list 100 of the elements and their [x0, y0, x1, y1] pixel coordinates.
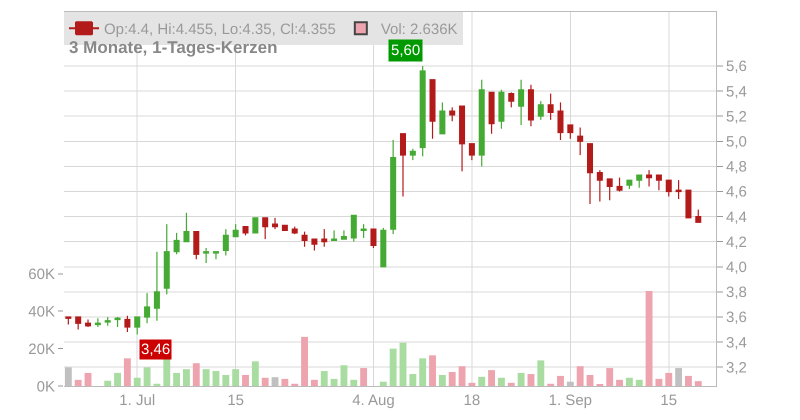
candlestick	[144, 292, 150, 324]
candlestick	[646, 170, 652, 188]
candlestick	[183, 212, 190, 242]
candlestick	[577, 126, 584, 156]
bar	[498, 378, 505, 386]
candlestick	[282, 224, 288, 231]
candlestick	[518, 79, 524, 126]
bar	[104, 380, 112, 386]
bar	[665, 372, 672, 386]
bar	[390, 348, 397, 386]
candlestick	[656, 174, 662, 191]
candlestick	[262, 217, 268, 240]
candlestick	[400, 133, 406, 198]
candlestick	[212, 251, 219, 260]
candlestick	[242, 226, 249, 236]
x-tick-label: 4. Aug	[352, 392, 395, 409]
bar	[684, 376, 692, 386]
bar	[192, 363, 200, 386]
y2-tick-label: 40K	[28, 303, 55, 320]
candlestick	[567, 124, 574, 140]
candlestick	[85, 318, 92, 328]
candlestick	[272, 217, 278, 230]
candlestick	[538, 100, 544, 121]
bar	[242, 374, 249, 386]
y2-tick-label: 20K	[28, 340, 55, 358]
candlestick	[616, 177, 623, 192]
candlestick	[685, 190, 692, 218]
candlestick	[360, 224, 367, 239]
bar	[350, 380, 358, 386]
bar	[222, 374, 230, 386]
bar	[557, 376, 564, 386]
y2-tick-label: 0K	[36, 378, 55, 396]
bar	[419, 358, 426, 386]
candlestick	[193, 231, 200, 260]
candlestick	[636, 174, 642, 188]
y-tick-label: 5,4	[726, 83, 747, 100]
bar	[636, 380, 643, 386]
bar	[626, 378, 633, 386]
bar	[360, 368, 368, 386]
bar	[114, 372, 121, 386]
bar	[262, 378, 269, 386]
x-tick-label: 15	[227, 392, 244, 409]
bar	[173, 372, 180, 386]
bar	[320, 371, 328, 386]
bar	[301, 336, 308, 386]
candlestick	[666, 180, 672, 198]
bar	[646, 291, 653, 386]
bar	[448, 372, 456, 386]
candlestick	[459, 106, 466, 172]
candlestick	[439, 102, 446, 134]
candlestick	[104, 316, 111, 326]
candlestick	[134, 316, 140, 336]
x-tick-label: 1. Jul	[119, 392, 156, 409]
y-tick-label: 4,4	[726, 208, 747, 226]
candlestick	[222, 228, 229, 256]
bar	[330, 378, 338, 386]
candlestick	[420, 65, 426, 157]
y-tick-label: 5,0	[726, 134, 747, 151]
y-tick-label: 3,6	[726, 309, 747, 326]
candlestick	[65, 316, 72, 326]
bar	[212, 371, 220, 386]
bar	[400, 342, 406, 386]
candlestick	[331, 230, 338, 242]
candlestick	[676, 180, 682, 200]
bar	[144, 367, 151, 386]
candlestick	[695, 209, 702, 224]
candlestick	[606, 178, 613, 201]
candlestick	[478, 79, 485, 167]
bar	[458, 366, 466, 386]
candlestick	[370, 228, 376, 249]
candlestick	[380, 227, 386, 268]
y-tick-label: 4,8	[726, 158, 747, 176]
bar	[281, 378, 288, 386]
bar	[586, 374, 594, 386]
bar	[340, 365, 348, 386]
y-tick-label: 5,6	[726, 58, 747, 76]
bar	[478, 376, 486, 386]
y-tick-label: 3,2	[726, 359, 747, 376]
candlestick	[164, 224, 170, 295]
bar	[438, 374, 446, 386]
bar	[134, 378, 141, 386]
bar	[537, 360, 544, 386]
candlestick	[430, 79, 436, 140]
candlestick	[75, 316, 82, 330]
annotation: 5,60	[391, 42, 420, 59]
candlestick	[498, 89, 504, 130]
bar	[528, 374, 534, 386]
bar	[232, 369, 240, 386]
x-tick-label: 15	[660, 392, 678, 409]
annotation: 3,46	[141, 341, 170, 358]
candlestick	[488, 92, 495, 134]
bar	[202, 369, 210, 386]
candlestick	[252, 217, 258, 234]
y-tick-label: 4,2	[726, 234, 747, 251]
candlestick	[410, 148, 416, 161]
bar	[124, 358, 131, 386]
text: 3 Monate, 1-Tages-Kerzen	[69, 38, 278, 57]
bar	[694, 381, 702, 386]
bar	[310, 380, 318, 386]
y-tick-label: 3,4	[726, 334, 747, 352]
